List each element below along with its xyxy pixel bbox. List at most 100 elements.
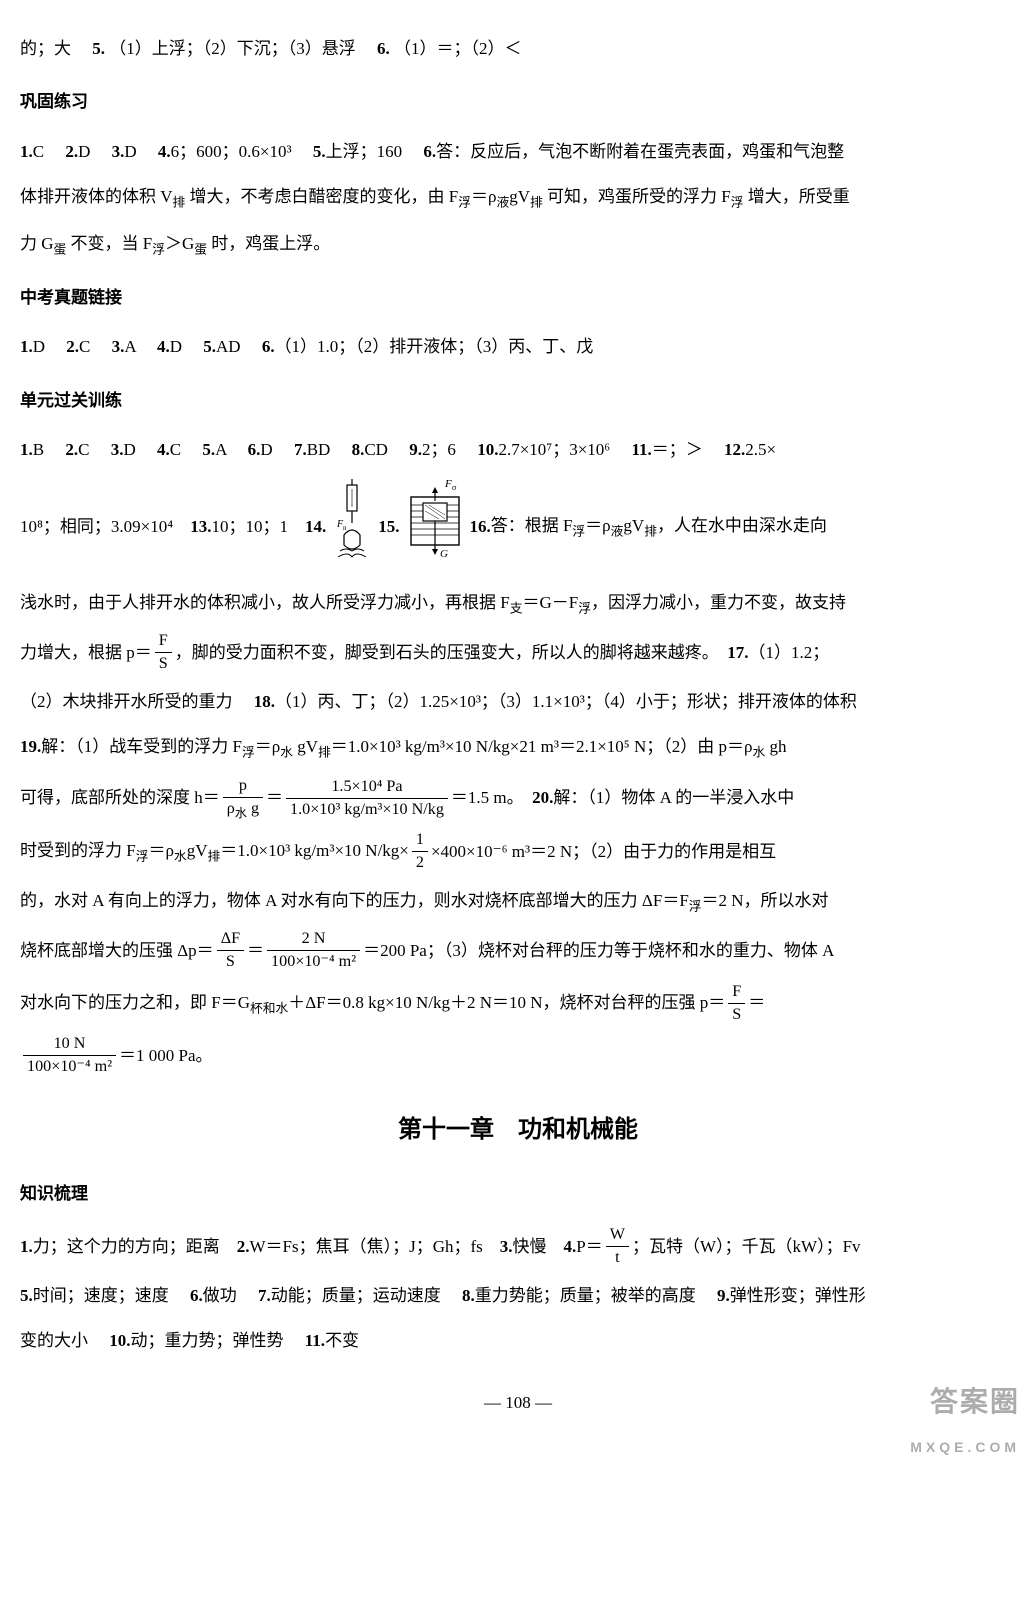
- answer-number: 8.: [352, 440, 365, 459]
- fraction: 10 N 100×10⁻⁴ m²: [23, 1033, 116, 1078]
- denominator: 100×10⁻⁴ m²: [23, 1056, 116, 1078]
- physics-diagram-15: Fσ G: [403, 477, 465, 576]
- text: ＝200 Pa；（3）烧杯对台秤的压力等于烧杯和水的重力、物体 A: [363, 932, 834, 969]
- answers-line: 时受到的浮力 F浮＝ρ水gV排＝1.0×10³ kg/m³×10 N/kg× 1…: [20, 829, 1016, 874]
- text: 动能；质量；运动速度: [271, 1286, 458, 1305]
- denominator: ρ水 g: [223, 798, 263, 822]
- text: D: [78, 142, 107, 161]
- text: （1）1.2；: [748, 634, 829, 671]
- numerator: 1: [412, 829, 428, 852]
- answer-number: 7.: [258, 1286, 271, 1305]
- text: D: [33, 337, 62, 356]
- watermark-line2: MXQE.COM: [910, 1432, 1020, 1463]
- section-heading: 巩固练习: [20, 83, 1016, 120]
- text: C: [79, 337, 107, 356]
- answer-number: 20.: [532, 779, 553, 816]
- answer-number: 1.: [20, 337, 33, 356]
- text: B: [33, 440, 61, 459]
- numerator: F: [728, 981, 745, 1004]
- section-heading: 单元过关训练: [20, 382, 1016, 419]
- svg-text:n: n: [343, 524, 347, 532]
- answer-number: 16.: [469, 508, 490, 545]
- text: 解：（1）物体 A 的一半浸入水中: [553, 779, 794, 816]
- text: CD: [364, 440, 405, 459]
- denominator: S: [155, 653, 172, 675]
- svg-text:σ: σ: [452, 483, 457, 492]
- numerator: 10 N: [23, 1033, 116, 1056]
- text: 解：（1）战车受到的浮力 F浮＝ρ水 gV排＝1.0×10³ kg/m³×10 …: [41, 737, 786, 756]
- answer-number: 8.: [462, 1286, 475, 1305]
- answer-number: 10.: [109, 1331, 130, 1350]
- answer-number: 4.: [564, 1228, 577, 1265]
- text: ＝: [748, 984, 765, 1021]
- text: ×400×10⁻⁶ m³＝2 N；（2）由于力的作用是相互: [431, 833, 776, 870]
- answer-number: 5.: [92, 39, 105, 58]
- text: 时受到的浮力 F浮＝ρ水gV排＝1.0×10³ kg/m³×10 N/kg×: [20, 832, 409, 870]
- text: AD: [216, 337, 258, 356]
- answer-number: 3.: [112, 142, 125, 161]
- fraction: 2 N 100×10⁻⁴ m²: [267, 928, 360, 973]
- answers-line: 对水向下的压力之和，即 F＝G杯和水＋ΔF＝0.8 kg×10 N/kg＋2 N…: [20, 981, 1016, 1026]
- denominator: 2: [412, 852, 428, 874]
- text: 烧杯底部增大的压强 Δp＝: [20, 932, 214, 969]
- answer-number: 1.: [20, 142, 33, 161]
- answer-number: 15.: [378, 508, 399, 545]
- text: 2.5×: [745, 440, 776, 459]
- text: D: [123, 440, 152, 459]
- answer-number: 1.: [20, 440, 33, 459]
- text: W＝Fs；焦耳（焦）；J；Gh；fs: [250, 1228, 500, 1265]
- answer-number: 14.: [305, 508, 326, 545]
- text: A: [215, 440, 243, 459]
- answers-line: 可得，底部所处的深度 h＝ p ρ水 g ＝ 1.5×10⁴ Pa 1.0×10…: [20, 775, 1016, 821]
- text: 2.7×10⁷；3×10⁶: [498, 440, 627, 459]
- svg-text:G: G: [440, 548, 448, 560]
- text: 的；大: [20, 39, 88, 58]
- text: （1）丙、丁；（2）1.25×10³；（3）1.1×10³；（4）小于；形状；排…: [275, 692, 857, 711]
- answer-number: 13.: [190, 508, 211, 545]
- answers-line: 1.B 2.C 3.D 4.C 5.A 6.D 7.BD 8.CD 9.2；6 …: [20, 431, 1016, 468]
- answer-number: 4.: [157, 337, 170, 356]
- text: ＝1 000 Pa。: [119, 1037, 213, 1074]
- section-heading: 知识梳理: [20, 1175, 1016, 1212]
- answer-number: 5.: [203, 337, 216, 356]
- fraction: 1 2: [412, 829, 428, 874]
- answers-line: 力 G蛋 不变，当 F浮＞G蛋 时，鸡蛋上浮。: [20, 225, 1016, 263]
- answer-number: 10.: [477, 440, 498, 459]
- physics-diagram-14: Fn: [330, 477, 374, 576]
- fraction: W t: [606, 1224, 629, 1269]
- text: 答：根据 F浮＝ρ液gV排，人在水中由深水走向: [491, 507, 827, 545]
- answer-number: 3.: [500, 1228, 513, 1265]
- text: （1）上浮；（2）下沉；（3）悬浮: [109, 39, 373, 58]
- section-heading: 中考真题链接: [20, 279, 1016, 316]
- answers-line: 浅水时，由于人排开水的体积减小，故人所受浮力减小，再根据 F支＝G－F浮，因浮力…: [20, 584, 1016, 622]
- text: C: [33, 142, 61, 161]
- text: ＝: [266, 779, 283, 816]
- answer-number: 7.: [294, 440, 307, 459]
- spring-balance-icon: Fn: [330, 477, 374, 563]
- answer-number: 4.: [158, 142, 171, 161]
- answer-number: 11.: [631, 440, 651, 459]
- answer-number: 11.: [305, 1331, 325, 1350]
- buoyancy-diagram-icon: Fσ G: [403, 477, 465, 563]
- answers-line: 烧杯底部增大的压强 Δp＝ ΔF S ＝ 2 N 100×10⁻⁴ m² ＝20…: [20, 928, 1016, 973]
- answers-line: 1.C 2.D 3.D 4.6；600；0.6×10³ 5.上浮；160 6.答…: [20, 133, 1016, 170]
- answers-line: 体排开液体的体积 V排 增大，不考虑白醋密度的变化，由 F浮＝ρ液gV排 可知，…: [20, 178, 1016, 216]
- answers-line-with-diagrams: 10⁸；相同；3.09×10⁴ 13.10；10；1 14. Fn 15. Fσ: [20, 477, 1016, 576]
- fraction: 1.5×10⁴ Pa 1.0×10³ kg/m³×10 N/kg: [286, 776, 448, 821]
- answer-number: 12.: [724, 440, 745, 459]
- text: ＝: [247, 932, 264, 969]
- answer-number: 6.: [190, 1286, 203, 1305]
- text: （1）＝；（2）＜: [394, 39, 522, 58]
- text: BD: [307, 440, 348, 459]
- answer-number: 2.: [65, 440, 78, 459]
- answer-number: 3.: [111, 440, 124, 459]
- answer-number: 6.: [248, 440, 261, 459]
- numerator: W: [606, 1224, 629, 1247]
- text: D: [260, 440, 289, 459]
- text: 不变: [325, 1331, 359, 1350]
- text: 变的大小: [20, 1331, 105, 1350]
- text: 上浮；160: [326, 142, 420, 161]
- answer-number: 5.: [202, 440, 215, 459]
- answer-number: 5.: [313, 142, 326, 161]
- watermark: 答案圈 MXQE.COM: [910, 1371, 1020, 1463]
